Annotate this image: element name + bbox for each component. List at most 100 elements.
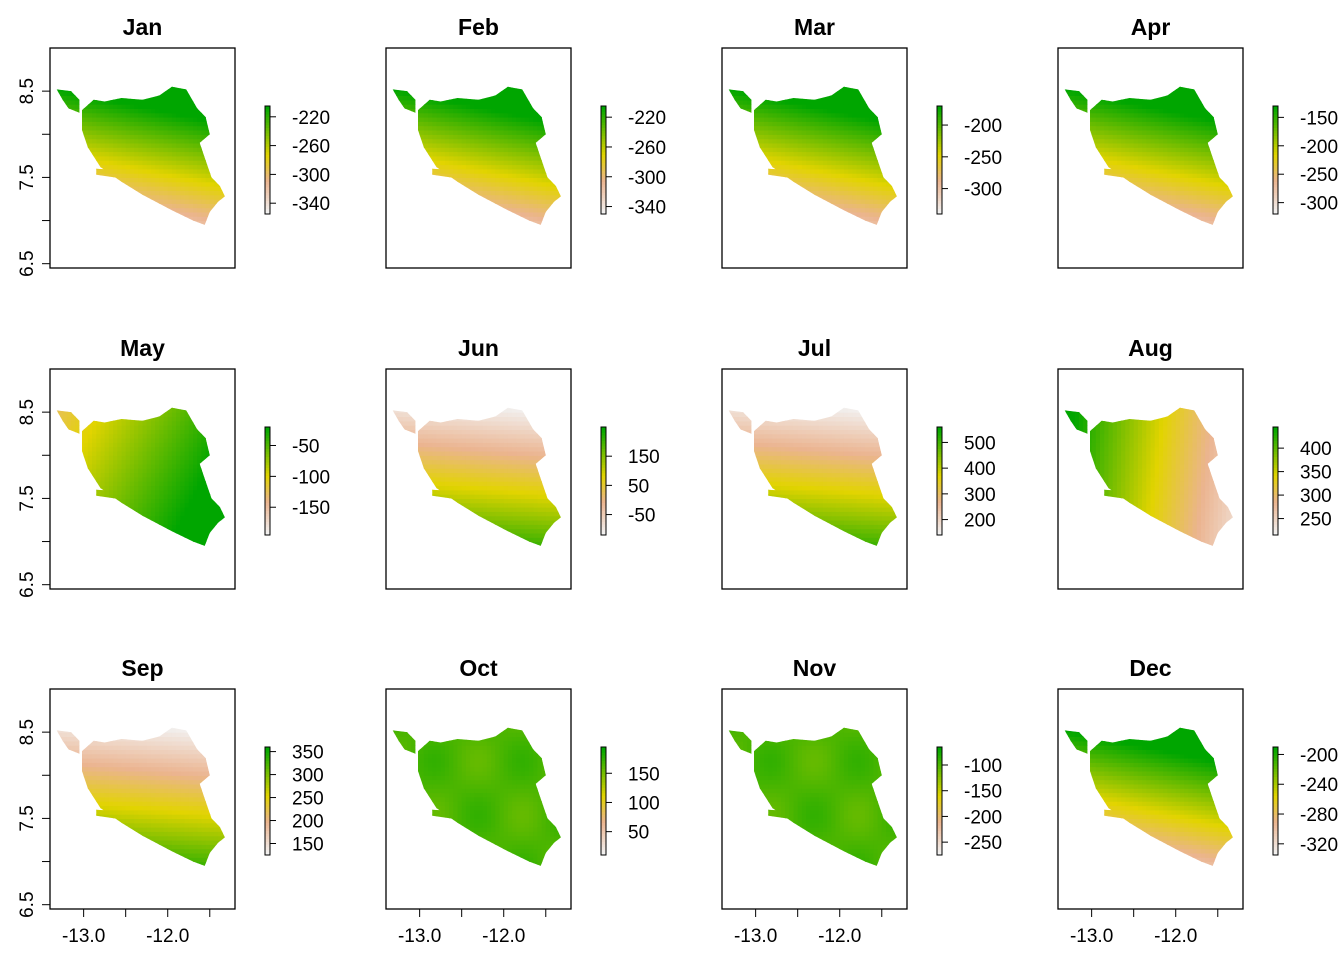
raster-cell [117, 173, 122, 178]
raster-cell [411, 147, 416, 152]
raster-cell [54, 212, 59, 217]
raster-cell [218, 108, 223, 113]
raster-cell [781, 143, 786, 148]
raster-cell [71, 113, 76, 118]
raster-cell [840, 229, 845, 234]
raster-cell [844, 195, 849, 200]
raster-cell [449, 208, 454, 213]
raster-cell [445, 113, 450, 118]
raster-cell [84, 117, 89, 122]
raster-cell [550, 100, 555, 105]
raster-cell [193, 113, 198, 118]
raster-cell [185, 83, 190, 88]
raster-cell [735, 225, 740, 230]
raster-cell [172, 139, 177, 144]
raster-cell [831, 83, 836, 88]
raster-cell [176, 169, 181, 174]
raster-cell [58, 113, 63, 118]
raster-cell [168, 169, 173, 174]
raster-cell [1066, 182, 1071, 187]
raster-cell [206, 147, 211, 152]
raster-cell [802, 186, 807, 191]
raster-cell [113, 203, 118, 208]
raster-cell [105, 156, 110, 161]
raster-cell [164, 100, 169, 105]
raster-cell [96, 199, 101, 204]
raster-cell [1066, 117, 1071, 122]
raster-cell [789, 139, 794, 144]
raster-cell [214, 87, 219, 92]
raster-cell [785, 208, 790, 213]
raster-cell [117, 177, 122, 182]
raster-cell [58, 186, 63, 191]
raster-cell [176, 87, 181, 92]
raster-cell [495, 96, 500, 101]
raster-cell [794, 173, 799, 178]
raster-cell [773, 160, 778, 165]
raster-cell [218, 96, 223, 101]
raster-cell [1092, 87, 1097, 92]
raster-cell [504, 173, 509, 178]
raster-cell [806, 225, 811, 230]
raster-cell [886, 126, 891, 131]
raster-cell [827, 156, 832, 161]
raster-cell [432, 177, 437, 182]
raster-cell [122, 182, 127, 187]
raster-cell [533, 212, 538, 217]
raster-cell [516, 186, 521, 191]
raster-cell [193, 91, 198, 96]
raster-cell [852, 152, 857, 157]
raster-cell [806, 104, 811, 109]
raster-cell [768, 83, 773, 88]
raster-cell [798, 126, 803, 131]
raster-cell [512, 113, 517, 118]
raster-cell [1071, 169, 1076, 174]
raster-cell [101, 96, 106, 101]
raster-cell [1092, 117, 1097, 122]
raster-cell [71, 126, 76, 131]
raster-cell [432, 87, 437, 92]
raster-cell [806, 134, 811, 139]
raster-cell [487, 203, 492, 208]
raster-cell [546, 143, 551, 148]
raster-cell [831, 221, 836, 226]
raster-cell [122, 139, 127, 144]
raster-cell [882, 225, 887, 230]
raster-cell [890, 199, 895, 204]
raster-cell [798, 147, 803, 152]
raster-cell [415, 177, 420, 182]
raster-cell [134, 195, 139, 200]
raster-cell [873, 139, 878, 144]
raster-cell [1075, 221, 1080, 226]
raster-cell [407, 121, 412, 126]
raster-cell [466, 221, 471, 226]
raster-cell [176, 160, 181, 165]
raster-cell [449, 173, 454, 178]
raster-cell [760, 229, 765, 234]
raster-cell [760, 96, 765, 101]
raster-cell [827, 182, 832, 187]
raster-cell [130, 195, 135, 200]
raster-cell [54, 156, 59, 161]
raster-cell [134, 173, 139, 178]
raster-cell [474, 91, 479, 96]
raster-cell [730, 126, 735, 131]
raster-cell [730, 139, 735, 144]
raster-cell [105, 126, 110, 131]
raster-cell [550, 108, 555, 113]
raster-cell [189, 147, 194, 152]
raster-cell [466, 91, 471, 96]
raster-cell [164, 152, 169, 157]
raster-cell [445, 177, 450, 182]
raster-cell [1075, 87, 1080, 92]
raster-cell [836, 108, 841, 113]
raster-cell [101, 139, 106, 144]
raster-cell [529, 100, 534, 105]
raster-cell [176, 177, 181, 182]
raster-cell [878, 134, 883, 139]
colorbar-tick-label: -250 [964, 148, 1002, 169]
raster-cell [126, 91, 131, 96]
raster-cell [218, 121, 223, 126]
raster-cell [1092, 147, 1097, 152]
raster-cell [92, 195, 97, 200]
